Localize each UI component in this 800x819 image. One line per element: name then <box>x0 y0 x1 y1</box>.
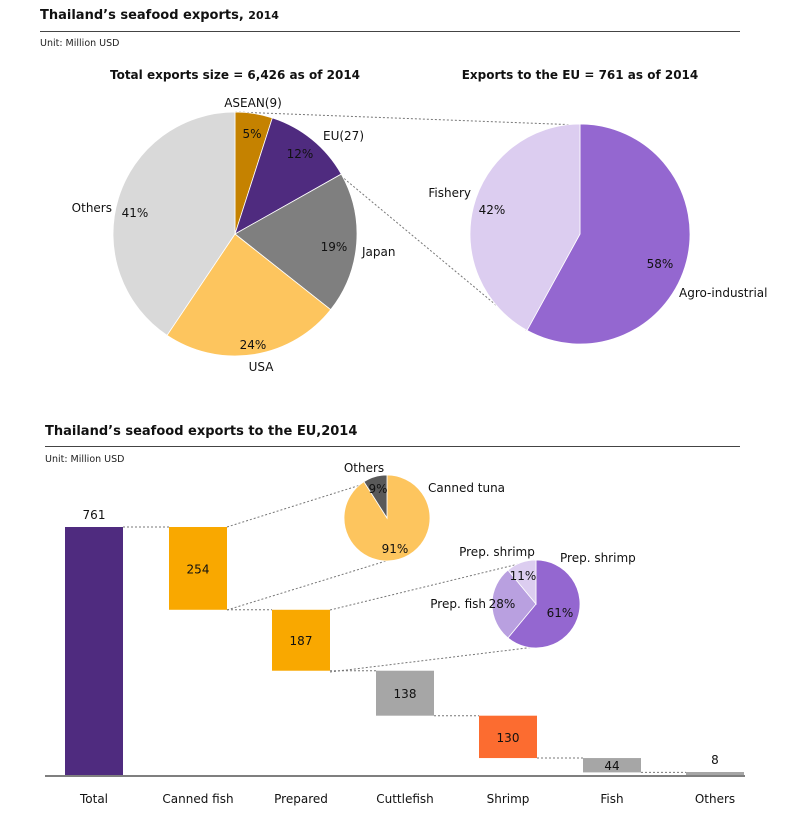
connector-shrimp-bottom <box>329 646 536 673</box>
pie1-slice-0 <box>526 123 691 345</box>
bar-2 <box>272 609 330 671</box>
connector-shrimp-top <box>329 559 536 611</box>
page-title: Thailand’s seafood exports, 2014 <box>40 8 279 23</box>
pie3-slice-label-0: Canned tuna <box>428 481 505 495</box>
pie0-pct-label-4: 41% <box>122 206 149 220</box>
x-tick-label-3: Cuttlefish <box>376 792 434 806</box>
pie4-slice-2 <box>507 559 537 606</box>
pie1-slice-1 <box>469 123 581 331</box>
pie0-slice-label-0: ASEAN(9) <box>224 96 282 110</box>
pie0-slice-1 <box>234 117 342 235</box>
bottom-divider <box>45 446 740 447</box>
bar-3 <box>376 670 434 716</box>
x-tick-label-0: Total <box>79 792 108 806</box>
x-tick-label-4: Shrimp <box>487 792 530 806</box>
bar-6 <box>686 772 744 775</box>
pie0-slice-2 <box>234 173 358 311</box>
pie-total-title: Total exports size = 6,426 as of 2014 <box>109 68 361 82</box>
pie1-slice-label-0: Agro-industrial <box>679 286 767 300</box>
pie4-slice-label-0: Prep. shrimp <box>560 551 636 565</box>
pie1-pct-label-0: 58% <box>647 257 674 271</box>
pie0-pct-label-0: 5% <box>242 127 261 141</box>
pie4-slice-label-1: Prep. fish <box>430 597 486 611</box>
bar-value-label-3: 138 <box>394 687 417 701</box>
pie0-slice-label-3: USA <box>249 360 275 374</box>
top-divider <box>40 31 740 32</box>
pie3-slice-1 <box>363 474 388 520</box>
bar-value-label-0: 761 <box>83 508 106 522</box>
x-tick-label-6: Others <box>695 792 735 806</box>
pie3-pct-label-0: 91% <box>382 542 409 556</box>
bar-0 <box>65 527 123 775</box>
pie1-pct-label-1: 42% <box>479 203 506 217</box>
connector-eu-top <box>234 111 581 126</box>
pie4-pct-label-0: 61% <box>547 606 574 620</box>
bar-1 <box>169 527 227 610</box>
page-title-main: Thailand’s seafood exports, <box>40 8 244 23</box>
pie4-pct-label-2: 11% <box>510 569 537 583</box>
pie0-slice-label-1: EU(27) <box>323 129 364 143</box>
pie0-slice-4 <box>112 111 236 336</box>
pie4-pct-label-1: 28% <box>489 597 516 611</box>
pie0-pct-label-3: 24% <box>240 338 267 352</box>
pie3-slice-label-1: Others <box>344 461 384 475</box>
unit-label-bottom: Unit: Million USD <box>45 454 125 465</box>
pie0-slice-label-4: Others <box>72 201 112 215</box>
pie4-slice-1 <box>491 569 537 639</box>
bar-value-label-2: 187 <box>290 634 313 648</box>
page-title-year: 2014 <box>248 9 279 22</box>
bar-5 <box>583 758 641 773</box>
bar-value-label-1: 254 <box>187 562 210 576</box>
pie0-pct-label-2: 19% <box>321 240 348 254</box>
pie3-pct-label-1: 9% <box>368 482 387 496</box>
pie0-slice-label-2: Japan <box>361 245 395 259</box>
pie0-pct-label-1: 12% <box>287 147 314 161</box>
bar-value-label-4: 130 <box>497 731 520 745</box>
bar-4 <box>479 715 537 759</box>
x-tick-label-2: Prepared <box>274 792 328 806</box>
x-tick-label-1: Canned fish <box>162 792 233 806</box>
pie1-slice-label-1: Fishery <box>428 186 471 200</box>
pie-eu-title: Exports to the EU = 761 as of 2014 <box>461 68 699 82</box>
bottom-title: Thailand’s seafood exports to the EU,201… <box>45 424 358 439</box>
pie0-slice-3 <box>166 233 332 357</box>
unit-label-top: Unit: Million USD <box>40 38 120 49</box>
pie4-slice-0 <box>507 559 581 649</box>
bar-value-label-5: 44 <box>604 759 619 773</box>
bar-value-label-6: 8 <box>711 753 719 767</box>
x-tick-label-5: Fish <box>600 792 623 806</box>
pie4-slice-label-2: Prep. shrimp <box>459 545 535 559</box>
